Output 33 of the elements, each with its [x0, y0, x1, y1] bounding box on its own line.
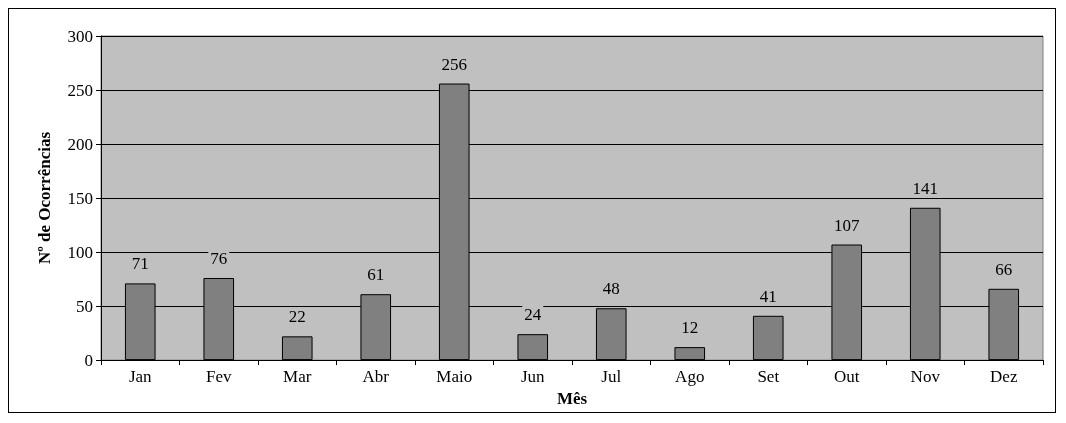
- x-tick-label: Out: [834, 367, 860, 387]
- data-label: 141: [912, 178, 938, 198]
- x-tick-label: Jan: [128, 367, 153, 387]
- y-tick-label: 250: [67, 80, 93, 100]
- data-label: 48: [602, 279, 620, 299]
- x-tick-label: Fev: [206, 367, 232, 387]
- x-tick-label: Ago: [675, 367, 705, 387]
- data-label: 66: [995, 259, 1013, 279]
- data-label: 12: [681, 318, 699, 338]
- y-tick-label: 100: [67, 242, 93, 262]
- x-tick-label: Dez: [990, 367, 1018, 387]
- y-tick-label: 150: [67, 188, 93, 208]
- x-tick-label: Maio: [436, 367, 473, 387]
- x-axis-title: Mês: [556, 389, 588, 408]
- x-tick-label: Jun: [520, 367, 546, 387]
- data-label: 71: [131, 254, 149, 274]
- data-label: 107: [834, 215, 860, 235]
- data-label: 22: [288, 307, 306, 327]
- x-tick-label: Jul: [601, 367, 622, 387]
- y-axis-title: Nº de Ocorrências: [35, 131, 54, 265]
- data-label: 256: [441, 54, 467, 74]
- y-tick-label: 0: [84, 350, 93, 370]
- x-tick-label: Mar: [283, 367, 312, 387]
- x-tick-label: Set: [757, 367, 780, 387]
- x-tick-label: Nov: [910, 367, 941, 387]
- data-label: 61: [367, 265, 385, 285]
- x-tick-label: Abr: [362, 367, 390, 387]
- data-label: 24: [524, 305, 542, 325]
- y-tick-label: 300: [67, 26, 93, 46]
- y-tick-label: 200: [67, 134, 93, 154]
- data-label: 76: [210, 248, 228, 268]
- y-tick-label: 50: [76, 296, 93, 316]
- data-label: 41: [759, 286, 777, 306]
